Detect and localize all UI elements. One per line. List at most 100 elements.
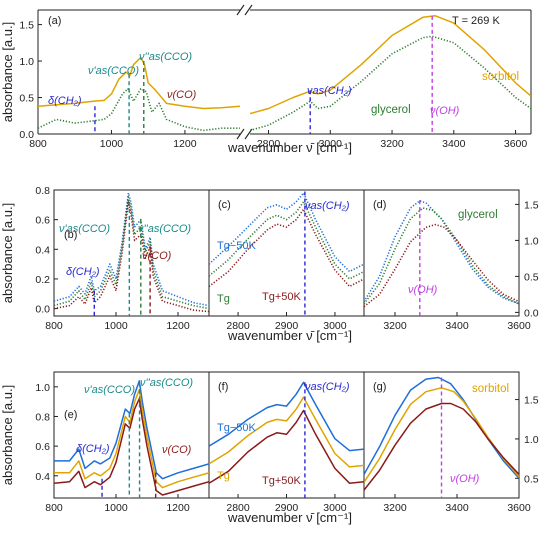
x-tick-label: 3400 xyxy=(442,138,466,150)
x-tick-label: 800 xyxy=(45,502,63,514)
axis-break-mark xyxy=(236,128,245,140)
annotation-tg-plus: Tg+50K xyxy=(262,291,301,303)
annotation-glycerol: glycerol xyxy=(371,104,411,116)
panel-c-series xyxy=(209,192,364,288)
panel-b-series xyxy=(54,192,209,313)
y-tick-label: 0.6 xyxy=(35,215,50,227)
series-line-sorbitol xyxy=(38,56,240,110)
annotation-nu-ch2: νas(CH₂) xyxy=(307,85,352,97)
annotation-nu-co: ν(CO) xyxy=(167,89,197,101)
x-tick-label: 2900 xyxy=(275,320,299,332)
series-line-tg-50k xyxy=(209,381,364,452)
panel-label-b: (b) xyxy=(64,229,77,241)
annotation-temperature: T = 269 K xyxy=(452,15,500,27)
series-line-tg-50k xyxy=(54,201,209,313)
x-tick-label: 3200 xyxy=(383,502,407,514)
annotation-nu-ch2: νas(CH₂) xyxy=(305,200,350,212)
x-tick-label: 3000 xyxy=(319,138,343,150)
x-tick-label: 1000 xyxy=(104,502,128,514)
annotation-delta-ch2: δ(CH₂) xyxy=(66,266,100,278)
panel-a2-series xyxy=(250,15,531,132)
series-line-tg xyxy=(54,196,209,310)
annotation-tg-minus: Tg−50K xyxy=(217,240,256,252)
panel-label-a: (a) xyxy=(48,15,61,27)
y-tick-label: 0.8 xyxy=(35,411,50,423)
annotation-nu-oh: ν(OH) xyxy=(450,473,480,485)
annotation-nu-oh: ν(OH) xyxy=(408,284,438,296)
annotation-tg-minus: Tg−50K xyxy=(217,422,256,434)
annotation-nu2-cco: ν''as(CCO) xyxy=(140,377,193,389)
annotation-nu-co: ν(CO) xyxy=(142,250,172,262)
x-tick-label: 3600 xyxy=(504,138,528,150)
annotation-nu-ch2: νas(CH₂) xyxy=(305,381,350,393)
y-tick-label: 1.0 xyxy=(524,235,539,247)
annotation-delta-ch2: δ(CH₂) xyxy=(76,443,110,455)
y-tick-label: 0.0 xyxy=(35,304,50,316)
series-line-tg-50k xyxy=(364,223,519,308)
y-tick-label: 1.0 xyxy=(524,434,539,446)
y-tick-label: 0.8 xyxy=(35,185,50,197)
annotation-nu2-cco: ν''as(CCO) xyxy=(138,223,191,235)
x-axis-title: wavenumber ν̄ [cm⁻¹] xyxy=(227,328,352,343)
panel-a1-series xyxy=(38,56,240,132)
annotation-sorbitol: sorbitol xyxy=(482,71,519,83)
series-line-sorbitol xyxy=(250,15,531,115)
series-line-tg xyxy=(209,201,364,280)
series-line-tg-50k xyxy=(209,192,364,273)
panel-e-series xyxy=(54,380,209,496)
series-line-tg-50k xyxy=(364,402,519,491)
annotation-nu2-cco: ν''as(CCO) xyxy=(139,51,192,63)
axis-break-mark xyxy=(236,4,245,16)
y-tick-label: 0.5 xyxy=(524,473,539,485)
y-axis-title: absorbance [a.u.] xyxy=(0,203,15,303)
annotation-tg: Tg xyxy=(217,470,230,482)
series-line-tg-50k xyxy=(54,192,209,307)
axis-break-mark xyxy=(244,4,253,16)
annotation-sorbitol: sorbitol xyxy=(472,383,509,395)
panel-label-g: (g) xyxy=(373,381,386,393)
axis-box xyxy=(363,189,520,317)
x-tick-label: 3000 xyxy=(323,320,347,332)
annotation-nu1-cco: ν'as(CCO) xyxy=(88,65,139,77)
y-tick-label: 0.0 xyxy=(19,129,34,141)
series-line-tg xyxy=(209,396,364,468)
panel-label-f: (f) xyxy=(218,381,228,393)
annotation-nu-oh: ν(OH) xyxy=(430,105,460,117)
x-tick-label: 3200 xyxy=(383,320,407,332)
x-tick-label: 1200 xyxy=(173,138,197,150)
y-tick-label: 1.5 xyxy=(19,20,34,32)
annotation-tg: Tg xyxy=(217,293,230,305)
series-line-glycerol xyxy=(38,88,240,132)
x-tick-label: 3200 xyxy=(380,138,404,150)
panel-b-frame: 800 1000 1200 0.0 0.2 0.4 0.6 0.8 xyxy=(35,185,210,332)
x-tick-label: 2800 xyxy=(226,320,250,332)
panel-a1-frame: 800 1000 1200 0.0 0.5 1.0 1.5 xyxy=(19,9,240,150)
panel-g-series xyxy=(364,376,519,491)
panel-g-frame: 3200 3400 3600 0.5 1.0 1.5 xyxy=(363,371,539,514)
y-tick-label: 0.2 xyxy=(35,274,50,286)
y-tick-label: 0.5 xyxy=(524,271,539,283)
x-tick-label: 800 xyxy=(45,320,63,332)
x-tick-label: 2900 xyxy=(275,502,299,514)
panel-label-d: (d) xyxy=(373,199,386,211)
panel-f-series xyxy=(209,381,364,484)
x-tick-label: 1200 xyxy=(166,320,190,332)
annotation-nu-co: ν(CO) xyxy=(162,444,192,456)
y-tick-label: 1.5 xyxy=(524,199,539,211)
x-tick-label: 3600 xyxy=(507,320,531,332)
series-line-tg-50k xyxy=(209,208,364,288)
y-tick-label: 0.0 xyxy=(524,307,539,319)
annotation-tg-plus: Tg+50K xyxy=(262,475,301,487)
y-tick-label: 0.4 xyxy=(35,244,50,256)
panel-a2-frame: 2800 3000 3200 3400 3600 xyxy=(250,9,532,150)
annotation-delta-ch2: δ(CH₂) xyxy=(48,95,82,107)
y-tick-label: 0.6 xyxy=(35,441,50,453)
x-tick-label: 2800 xyxy=(257,138,281,150)
series-line-tg-50k xyxy=(209,409,364,484)
x-tick-label: 3600 xyxy=(507,502,531,514)
x-axis-title: wavenumber ν̄ [cm⁻¹] xyxy=(227,140,352,155)
y-tick-label: 1.5 xyxy=(524,395,539,407)
